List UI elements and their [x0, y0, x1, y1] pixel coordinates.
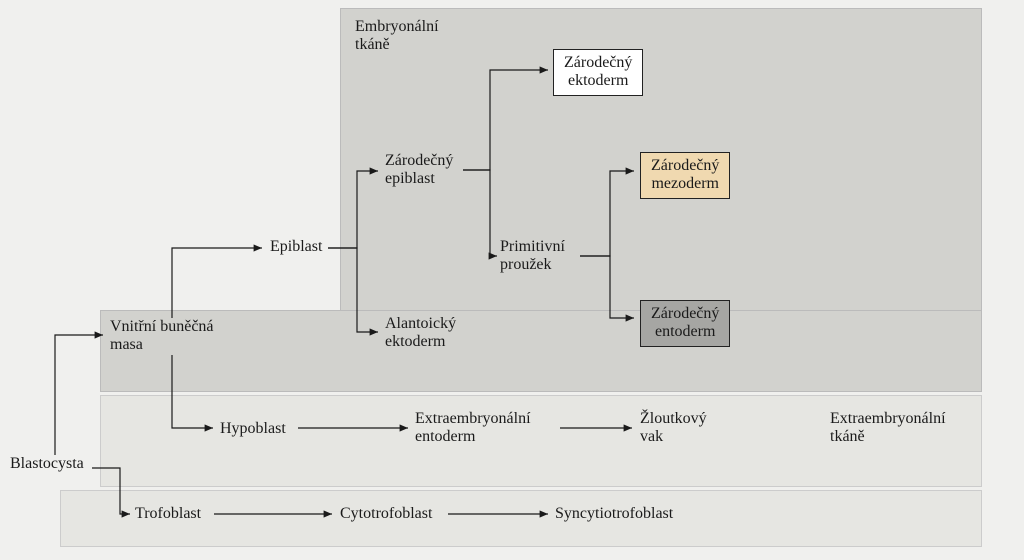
node-zarodecny-entoderm-box: Zárodečnýentoderm	[640, 300, 730, 347]
arrow-blasto-to-vnitrni	[55, 335, 103, 455]
node-primitivni-prouzek: Primitivníproužek	[500, 238, 565, 275]
label-extraembryonic-region: Extraembryonálnítkáně	[830, 410, 946, 447]
arrow-vnitrni-to-epiblast	[172, 248, 262, 318]
node-vnitrni-bunecna-masa: Vnitřní buněčnámasa	[110, 318, 214, 355]
node-trofoblast: Trofoblast	[135, 505, 201, 523]
node-alantoicky-ektoderm: Alantoickýektoderm	[385, 315, 456, 352]
label-embryonic-region: Embryonálnítkáně	[355, 18, 439, 55]
node-extraembryonalni-entoderm: Extraembryonálníentoderm	[415, 410, 531, 447]
node-zarodecny-ektoderm-box: Zárodečnýektoderm	[553, 49, 643, 96]
node-hypoblast: Hypoblast	[220, 420, 286, 438]
node-epiblast: Epiblast	[270, 238, 322, 256]
region-embryonic-b	[100, 310, 982, 392]
node-cytotrofoblast: Cytotrofoblast	[340, 505, 432, 523]
node-blastocysta: Blastocysta	[10, 455, 84, 473]
node-syncytiotrofoblast: Syncytiotrofoblast	[555, 505, 673, 523]
node-zloutkovy-vak: Žloutkovývak	[640, 410, 707, 447]
node-zarodecny-epiblast: Zárodečnýepiblast	[385, 152, 453, 189]
node-zarodecny-mezoderm-box: Zárodečnýmezoderm	[640, 152, 730, 199]
